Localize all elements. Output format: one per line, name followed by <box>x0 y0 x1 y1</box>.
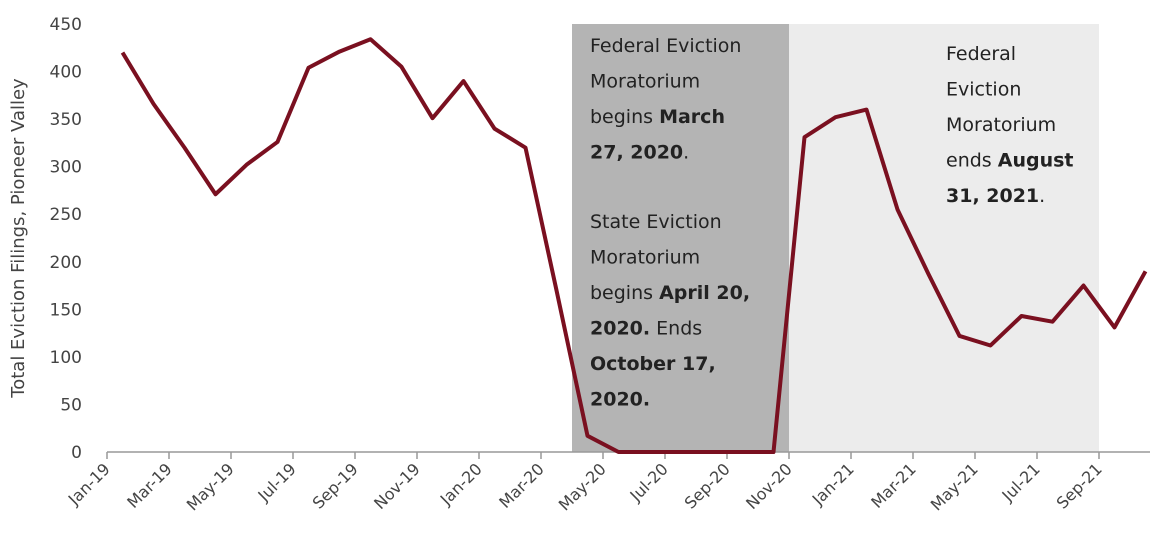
annotation-text: March <box>659 106 725 128</box>
annotation-line: begins April 20, <box>590 282 750 304</box>
annotation-text: 31, 2021 <box>946 185 1039 207</box>
annotation-text: August <box>998 150 1074 172</box>
y-tick-label: 350 <box>50 110 82 130</box>
federal-state-moratorium-band <box>572 24 789 452</box>
y-tick-label: 200 <box>50 253 82 273</box>
annotation-line: 2020. Ends <box>590 318 702 340</box>
annotation-line: Federal Eviction <box>590 35 741 57</box>
annotation-line: Federal <box>946 43 1016 65</box>
y-tick-label: 50 <box>60 395 82 415</box>
annotation-text: Moratorium <box>590 71 700 93</box>
annotation-text: . <box>1039 185 1045 207</box>
annotation-line: Moratorium <box>946 114 1056 136</box>
annotation-text: Eviction <box>946 79 1021 101</box>
x-tick-label: Sep-19 <box>309 459 362 512</box>
annotation-text: Federal Eviction <box>590 35 741 57</box>
x-tick-label: Jan-19 <box>64 459 114 509</box>
annotation-line: ends August <box>946 150 1073 172</box>
annotation-line: State Eviction <box>590 211 722 233</box>
y-tick-label: 450 <box>50 15 82 35</box>
annotation-text: ends <box>946 150 998 172</box>
x-tick-label: May-20 <box>555 459 610 514</box>
x-tick-label: Jul-21 <box>998 459 1044 505</box>
annotation-text: Moratorium <box>946 114 1056 136</box>
y-tick-label: 250 <box>50 205 82 225</box>
annotation-text: begins <box>590 282 659 304</box>
x-tick-label: Nov-19 <box>370 459 424 513</box>
annotation-line: 27, 2020. <box>590 142 689 164</box>
y-tick-label: 300 <box>50 158 82 178</box>
annotation-line: Moratorium <box>590 247 700 269</box>
x-tick-label: May-19 <box>183 459 238 514</box>
y-axis-label: Total Eviction Filings, Pioneer Valley <box>8 78 29 399</box>
line <box>120 37 1148 454</box>
annotation-line: Eviction <box>946 79 1021 101</box>
x-tick-label: May-21 <box>927 459 982 514</box>
x-tick-label: Mar-21 <box>867 459 920 512</box>
x-tick-label: Sep-21 <box>1053 459 1106 512</box>
y-tick-label: 150 <box>50 300 82 320</box>
federal-moratorium-band <box>789 24 1099 452</box>
x-tick-label: Sep-20 <box>681 459 734 512</box>
x-tick-label: Nov-20 <box>742 459 796 513</box>
annotation-text: . <box>683 142 689 164</box>
annotation-text: 2020. <box>590 318 650 340</box>
x-tick-label: Jul-20 <box>626 459 672 505</box>
annotation-line: begins March <box>590 106 725 128</box>
x-tick-label: Jan-20 <box>436 459 486 509</box>
x-tick-label: Mar-19 <box>123 459 176 512</box>
y-tick-label: 0 <box>71 443 82 463</box>
y-tick-label: 100 <box>50 348 82 368</box>
annotation-text: begins <box>590 106 659 128</box>
x-tick-label: Mar-20 <box>495 459 548 512</box>
annotation-text: 2020. <box>590 389 650 411</box>
annotation-line: October 17, <box>590 353 716 375</box>
annotation-text: October 17, <box>590 353 716 375</box>
annotation-text: April 20, <box>659 282 750 304</box>
annotation-line: 2020. <box>590 389 650 411</box>
annotation-line: Moratorium <box>590 71 700 93</box>
x-tick-label: Jul-19 <box>254 459 300 505</box>
x-tick-label: Jan-21 <box>808 459 858 509</box>
annotation-text: Federal <box>946 43 1016 65</box>
annotation-text: State Eviction <box>590 211 722 233</box>
annotation-text: Ends <box>650 318 702 340</box>
annotation-text: 27, 2020 <box>590 142 683 164</box>
y-tick-label: 400 <box>50 63 82 83</box>
annotation-line: 31, 2021. <box>946 185 1045 207</box>
annotation-text: Moratorium <box>590 247 700 269</box>
